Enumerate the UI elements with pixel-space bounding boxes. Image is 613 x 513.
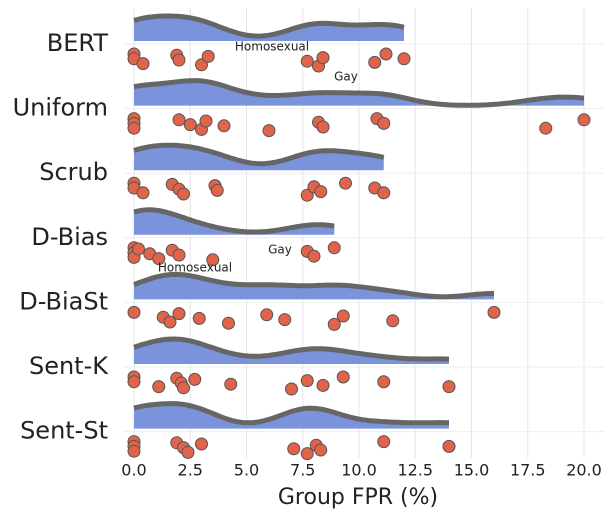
point	[136, 186, 150, 200]
point	[300, 447, 314, 461]
point	[278, 313, 292, 327]
x-axis-label: Group FPR (%)	[278, 485, 438, 510]
point	[201, 49, 215, 63]
point	[285, 382, 298, 396]
density-outline	[133, 13, 405, 39]
point	[327, 241, 341, 255]
category-label: Sent-K	[29, 352, 109, 380]
x-tick-label: 2.5	[178, 461, 203, 480]
annotation: Homosexual	[158, 261, 232, 275]
point	[206, 253, 220, 267]
point	[577, 113, 591, 127]
point	[199, 114, 213, 128]
point	[210, 183, 224, 197]
density	[134, 209, 335, 235]
annotation: Gay	[334, 70, 358, 84]
category-label: Sent-St	[20, 417, 108, 445]
point	[224, 377, 238, 391]
x-tick-label: 10.0	[341, 461, 377, 480]
category-label: Scrub	[39, 158, 108, 186]
point	[539, 121, 553, 135]
point	[262, 124, 276, 138]
point	[177, 187, 190, 201]
x-tick-label: 5.0	[234, 461, 259, 480]
category-label: D-BiaSt	[19, 287, 108, 315]
point	[260, 308, 274, 322]
point	[314, 443, 328, 457]
point	[300, 374, 314, 388]
point	[300, 54, 314, 68]
point	[132, 242, 145, 256]
point	[222, 316, 235, 330]
point	[377, 186, 391, 200]
point	[172, 53, 186, 67]
point	[368, 55, 382, 69]
point	[377, 116, 391, 130]
point	[127, 121, 141, 135]
point	[127, 444, 141, 458]
point	[316, 120, 330, 134]
point	[487, 305, 501, 319]
annotation: Homosexual	[235, 40, 309, 54]
point	[192, 311, 206, 325]
point	[127, 375, 141, 389]
x-tick-label: 20.0	[566, 461, 602, 480]
point	[195, 437, 208, 451]
density-outline	[133, 271, 495, 300]
annotation: Gay	[268, 243, 292, 257]
point	[336, 370, 350, 384]
x-tick-label: 0.0	[121, 461, 146, 480]
point	[442, 380, 456, 394]
point	[379, 47, 393, 61]
point	[172, 248, 186, 262]
point	[195, 58, 208, 72]
point	[217, 119, 231, 133]
point	[163, 315, 177, 329]
point	[152, 252, 166, 266]
point	[177, 381, 190, 395]
point	[316, 51, 330, 65]
point	[183, 118, 197, 132]
point	[181, 445, 195, 459]
point	[377, 435, 391, 449]
density-outline	[133, 142, 385, 167]
x-tick-label: 17.5	[510, 461, 546, 480]
point	[287, 442, 301, 456]
point	[316, 378, 330, 392]
density-outline	[133, 207, 335, 235]
point	[172, 307, 186, 321]
point	[136, 57, 150, 71]
point	[314, 185, 328, 199]
x-tick-label: 12.5	[397, 461, 433, 480]
point	[127, 305, 141, 319]
category-label: D-Bias	[31, 223, 108, 251]
category-label: Uniform	[13, 94, 108, 122]
point	[188, 372, 202, 386]
density	[134, 145, 384, 171]
point	[307, 249, 321, 263]
point	[397, 52, 411, 66]
point	[442, 439, 456, 453]
point	[377, 375, 391, 389]
x-tick-label: 7.5	[290, 461, 315, 480]
point	[300, 188, 314, 202]
x-tick-label: 15.0	[454, 461, 490, 480]
point	[386, 314, 400, 328]
density-outline	[133, 78, 585, 108]
point	[172, 113, 186, 127]
point	[152, 380, 166, 394]
density-outline	[133, 401, 450, 426]
point	[327, 317, 341, 331]
category-label: BERT	[47, 29, 109, 57]
density-outline	[133, 336, 450, 362]
point	[339, 176, 352, 190]
point	[336, 309, 350, 323]
